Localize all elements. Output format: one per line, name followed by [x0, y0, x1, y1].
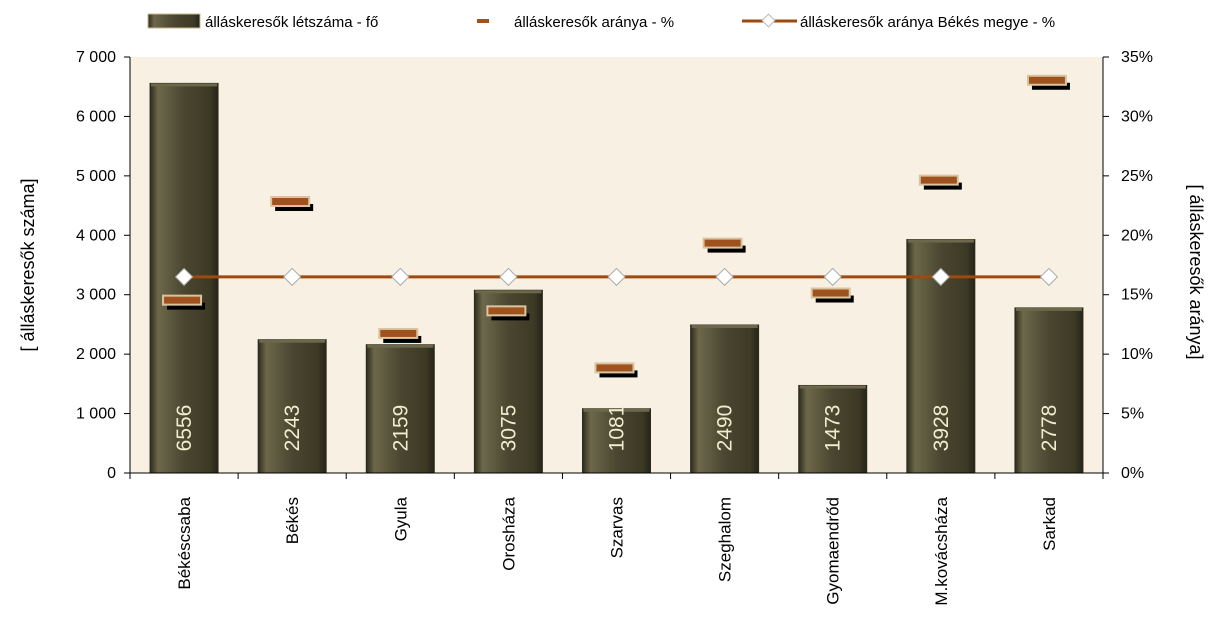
x-ticks: Békéscsaba Békés Gyula Orosháza Szarvas Szegh… [129, 473, 1104, 606]
county-line-layer [174, 267, 1059, 287]
bar-value-label: 3075 [497, 405, 520, 452]
rate-marker-shadow [1031, 82, 1070, 90]
y2-tick-label: 35% [1121, 49, 1153, 66]
legend-marker-label: álláskeresők aránya - % [514, 14, 674, 31]
y-tick-label: 0 [107, 465, 116, 482]
bar [582, 408, 651, 474]
rate-marker [918, 174, 959, 186]
category-label: Békés [283, 497, 302, 544]
category-label: Orosháza [499, 496, 518, 570]
bar-value-label: 1081 [606, 405, 629, 452]
rate-marker-shadow [707, 245, 746, 253]
category-label: Gyomaendrőd [824, 497, 843, 605]
category-label: Sarkad [1040, 497, 1059, 551]
legend-marker-swatch [477, 19, 489, 23]
legend-line-label: álláskeresők aránya Békés megye - % [800, 14, 1055, 31]
bar-value-label: 2159 [389, 405, 412, 452]
legend-bar-swatch [147, 13, 201, 29]
rate-marker [486, 305, 527, 317]
rate-marker [270, 196, 311, 208]
y-tick-label: 7 000 [76, 49, 116, 66]
right-ticks: 0% 5% 10% 15% 20% 25% 30% 35% [1103, 49, 1153, 482]
category-label: Békéscsaba [175, 496, 194, 589]
y2-tick-label: 15% [1121, 287, 1153, 304]
bar-top-highlight [151, 83, 218, 87]
county-rate-point [1039, 267, 1059, 287]
legend: álláskeresők létszáma - fő álláskeresők … [147, 13, 1055, 31]
county-rate-point [931, 267, 951, 287]
county-rate-point [715, 267, 734, 287]
y2-tick-label: 25% [1121, 168, 1153, 185]
bar-top-highlight [259, 339, 326, 343]
category-label: Szarvas [608, 497, 627, 558]
bar-top-highlight [583, 408, 650, 412]
bar-top-highlight [799, 385, 866, 389]
bar-top-highlight [1015, 307, 1082, 311]
bar-value-label: 2243 [281, 405, 304, 452]
legend-diamond-swatch [761, 13, 776, 28]
bar [473, 289, 543, 474]
y-tick-label: 1 000 [76, 406, 116, 423]
rate-marker-shadow [491, 313, 530, 321]
bar-labels-layer: 6556 2243 2159 3075 1081 2490 1473 3928 2778 [173, 405, 1061, 452]
left-ticks: 0 1 000 2 000 3 000 4 000 5 000 6 000 7 000 [76, 49, 130, 482]
rate-marker-shadow [815, 295, 854, 303]
bar-top-highlight [367, 344, 434, 348]
rate-marker [378, 327, 419, 339]
bar-value-label: 3928 [930, 405, 953, 452]
county-rate-point [823, 267, 842, 287]
rate-marker-shadow [383, 335, 422, 343]
bar [257, 339, 327, 474]
bar-value-label: 1473 [822, 405, 845, 452]
county-rate-point [174, 267, 194, 287]
rate-marker-shadow [923, 182, 962, 190]
y2-tick-label: 5% [1121, 406, 1144, 423]
bar-top-highlight [907, 239, 974, 243]
county-rate-point [282, 267, 302, 287]
y2-tick-label: 10% [1121, 346, 1153, 363]
rate-marker [162, 294, 203, 306]
y-tick-label: 5 000 [76, 168, 116, 185]
y-tick-label: 6 000 [76, 108, 116, 125]
county-rate-point [607, 267, 626, 287]
rate-marker-shadow [167, 302, 206, 310]
rate-marker-shadow [275, 204, 314, 212]
rate-marker [1026, 74, 1067, 86]
y2-axis-title: [ álláskeresők aránya] [1186, 184, 1206, 359]
category-label: M.kovácsháza [932, 496, 951, 605]
axes [129, 57, 1104, 474]
bar [1014, 307, 1084, 474]
county-rate-point [391, 267, 410, 287]
y-tick-label: 4 000 [76, 227, 116, 244]
bar-top-highlight [691, 325, 758, 329]
legend-bar-label: álláskeresők létszáma - fő [205, 14, 378, 31]
bar [798, 384, 868, 474]
y2-tick-label: 20% [1121, 227, 1153, 244]
bars-layer [149, 82, 1084, 474]
rate-marker [702, 237, 743, 249]
y2-tick-label: 0% [1121, 465, 1144, 482]
bar-value-label: 2490 [714, 405, 737, 452]
category-label: Gyula [391, 496, 410, 541]
rate-marker-shadow [599, 370, 638, 378]
category-label: Szeghalom [716, 497, 735, 582]
y-tick-label: 2 000 [76, 346, 116, 363]
bar-value-label: 6556 [173, 405, 196, 452]
bar-top-highlight [475, 290, 542, 294]
rate-marker [594, 362, 635, 374]
y2-tick-label: 30% [1121, 108, 1153, 125]
bar-value-label: 2778 [1038, 405, 1061, 452]
county-rate-point [499, 267, 518, 287]
bar [365, 344, 435, 474]
rate-marker [810, 287, 851, 299]
y-axis-title: [ álláskeresők száma] [18, 178, 38, 351]
y-tick-label: 3 000 [76, 287, 116, 304]
rate-markers-layer [162, 74, 1070, 378]
